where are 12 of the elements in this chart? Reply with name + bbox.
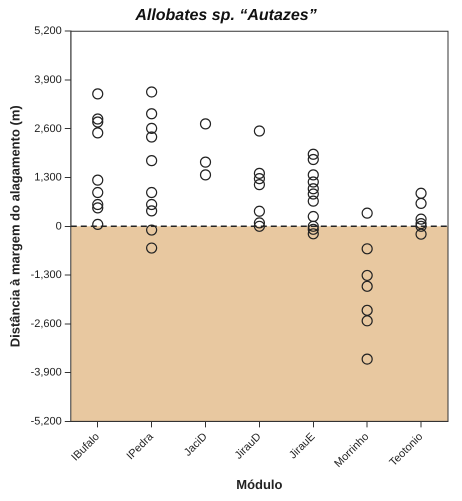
y-tick-label: 0 — [56, 220, 62, 232]
chart-title: Allobates sp. “Autazes” — [134, 7, 317, 24]
y-tick-label: -2,600 — [30, 318, 62, 330]
y-tick-label: 5,200 — [34, 25, 62, 38]
y-tick-label: 3,900 — [34, 74, 62, 86]
x-axis-title: Módulo — [236, 476, 283, 492]
y-tick-label: -1,300 — [30, 269, 62, 282]
y-tick-label: -5,200 — [30, 415, 62, 428]
y-axis-title: Distância à margem do alagamento (m) — [7, 105, 22, 348]
y-tick-label: 1,300 — [34, 172, 62, 184]
y-tick-label: 2,600 — [34, 122, 62, 135]
y-tick-label: -3,900 — [30, 366, 62, 379]
